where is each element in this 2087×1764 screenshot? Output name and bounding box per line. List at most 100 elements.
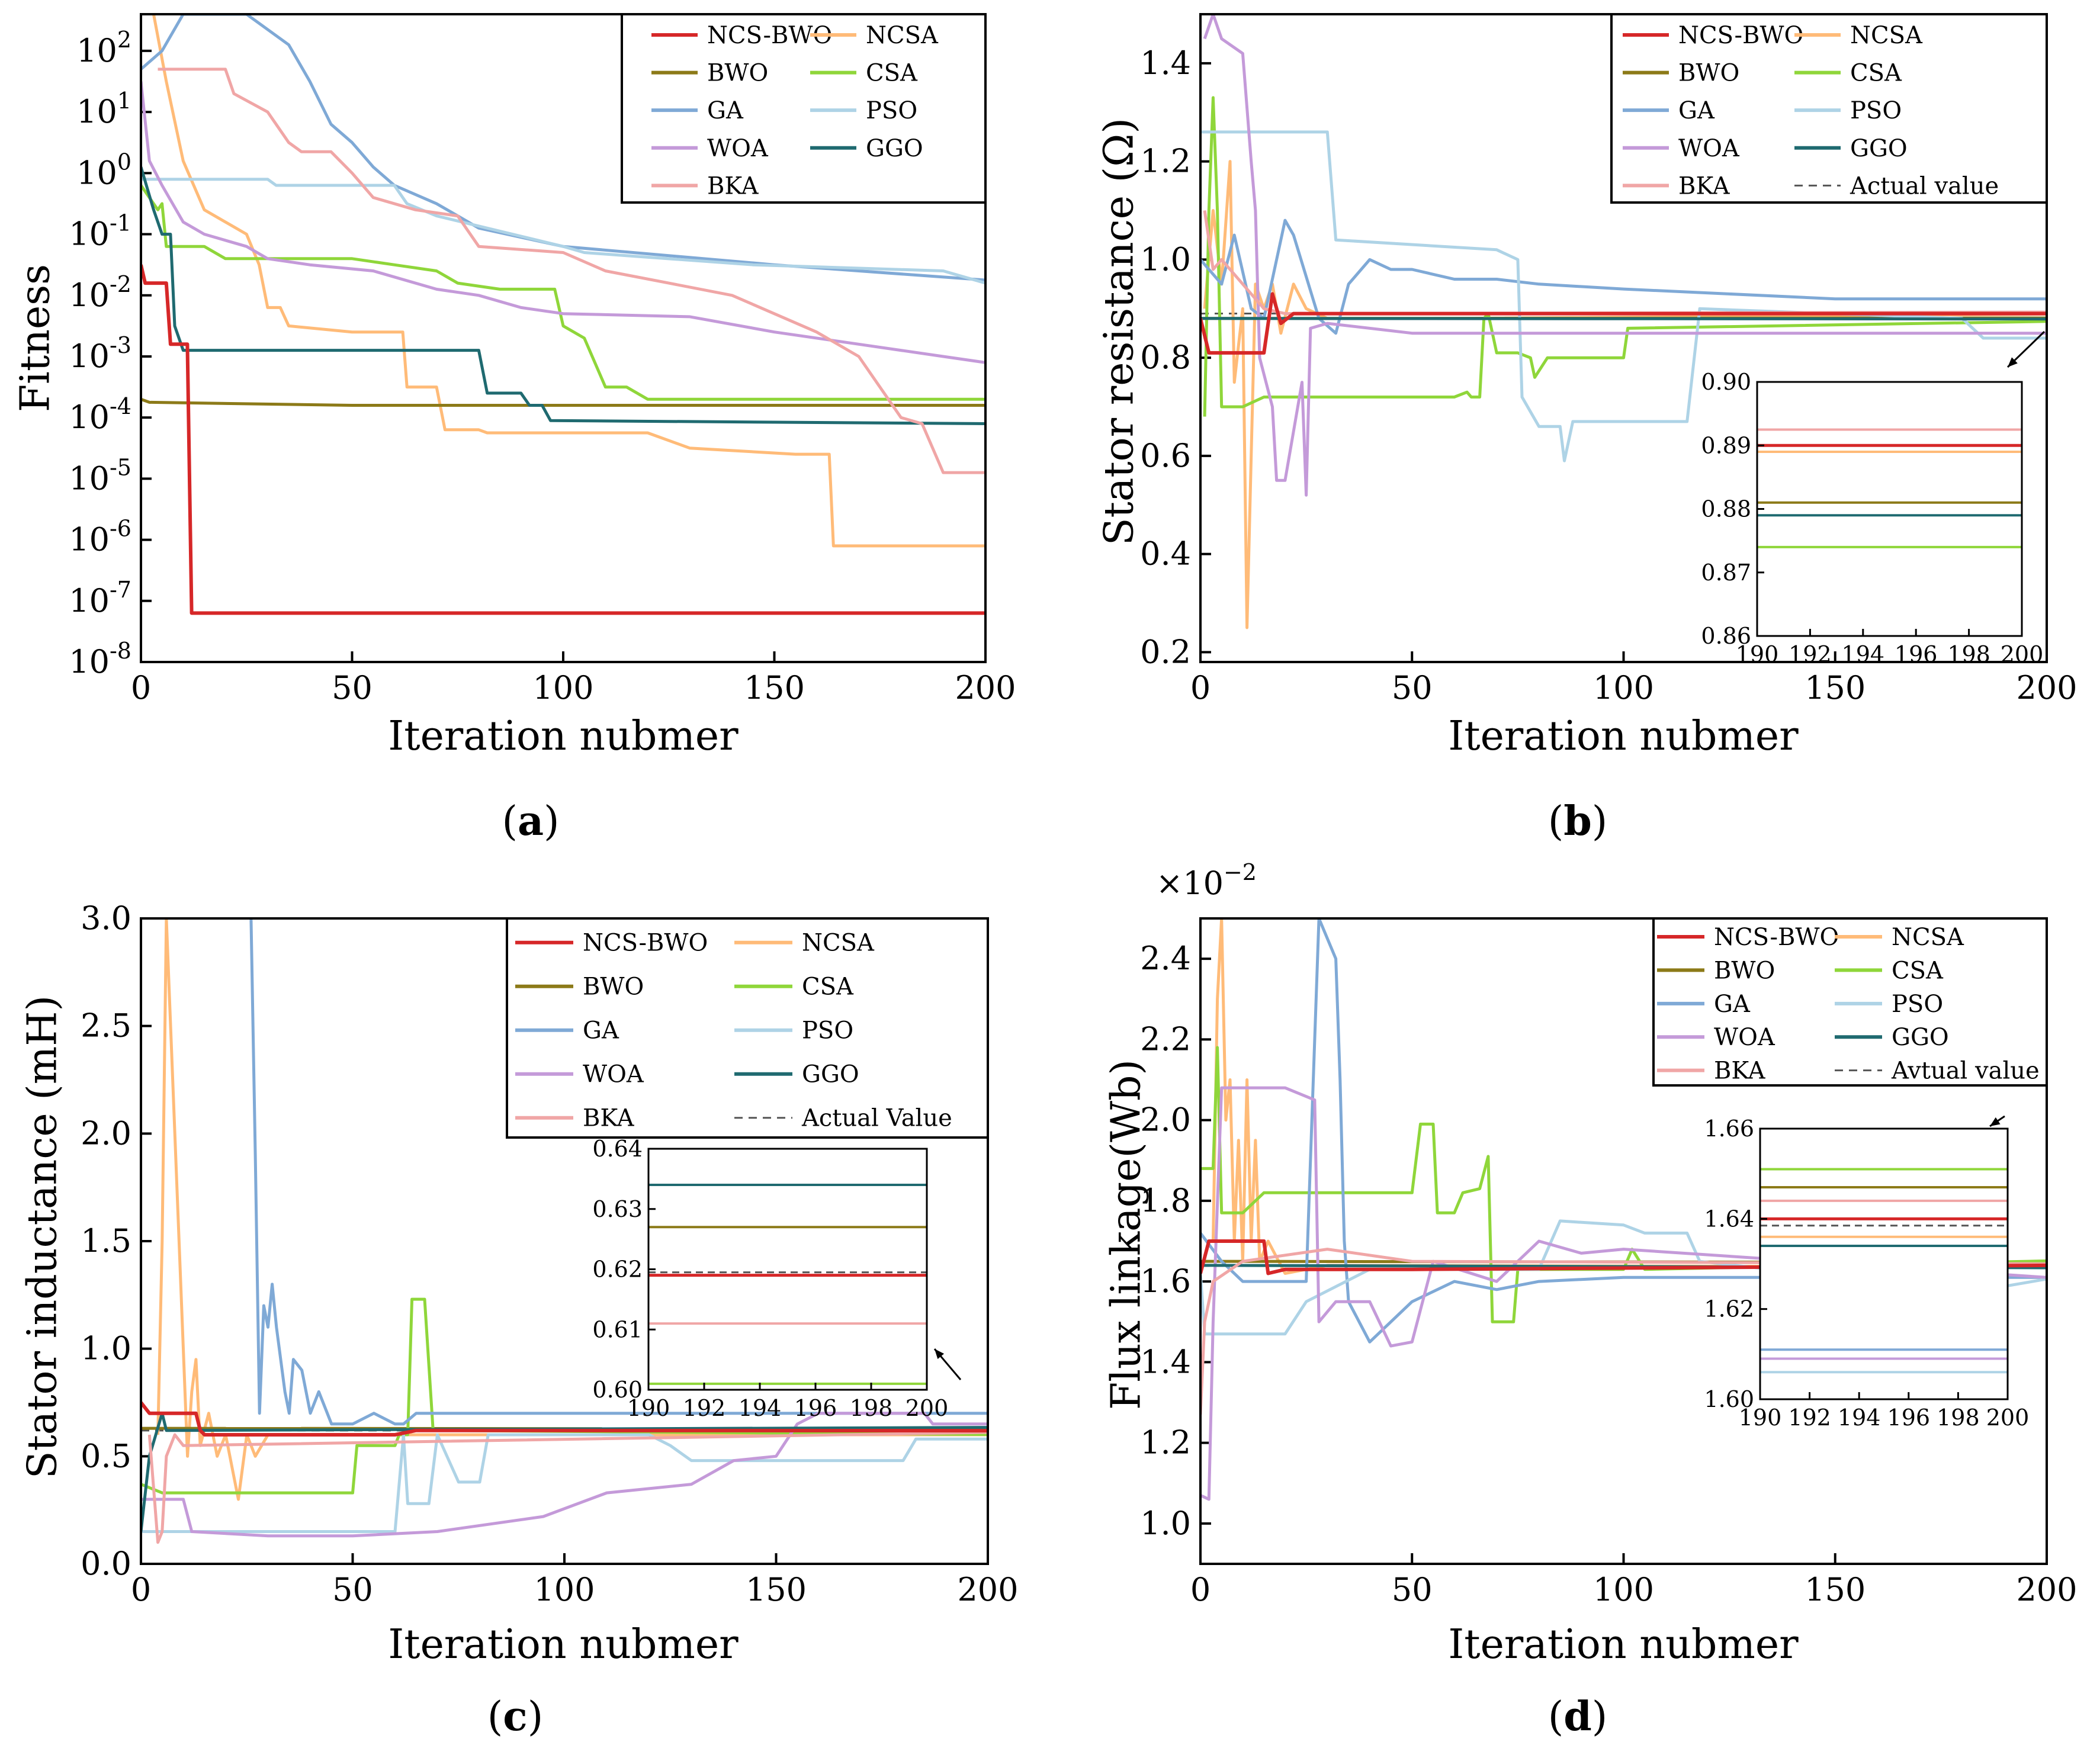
x-tick-label: 50 <box>332 1571 373 1608</box>
panel-c: 0 50 100 150 200 0.0 0.5 1.0 1.5 2.0 2.5 3.0 NCS-BWO… <box>20 899 1019 1740</box>
inset-y-tick-label: 0.64 <box>592 1136 643 1162</box>
y-tick-label: 1.0 <box>81 1330 131 1367</box>
series-line-pso <box>141 178 985 285</box>
series-line-ncs-bwo <box>1200 1239 2047 1275</box>
y-tick-label: 0.4 <box>1140 535 1191 573</box>
inset-x-tick-label: 190 <box>1739 1405 1782 1431</box>
series-line-bka <box>147 1431 988 1544</box>
x-tick-label: 150 <box>746 1571 807 1608</box>
panel-label: (a) <box>502 798 559 845</box>
x-tick-label: 200 <box>2016 1571 2077 1608</box>
legend-label: BKA <box>1714 1058 1766 1085</box>
x-tick-label: 0 <box>1190 669 1211 706</box>
legend-label: GA <box>1714 991 1751 1018</box>
series-line-ncs-bwo <box>141 264 985 615</box>
inset-x-tick-label: 200 <box>906 1395 949 1421</box>
y-tick-label: 3.0 <box>81 899 131 937</box>
plot-frame <box>140 13 987 663</box>
series-line-pso <box>141 1433 988 1533</box>
legend-label: Actual value <box>1850 172 1999 200</box>
legend-label: GA <box>583 1017 619 1045</box>
inset-y-tick-label: 0.89 <box>1701 432 1751 458</box>
y-tick-label: 1.8 <box>1140 1182 1191 1219</box>
inset-y-tick-label: 0.63 <box>592 1196 643 1222</box>
legend-label: PSO <box>802 1017 853 1045</box>
inset-y-tick-label: 1.66 <box>1704 1116 1754 1142</box>
y-tick-label: 1.2 <box>1140 1424 1191 1461</box>
legend-label: WOA <box>1714 1024 1775 1051</box>
y-tick-label: 10-5 <box>69 454 131 497</box>
x-tick-label: 100 <box>1593 669 1654 706</box>
legend-label: NCSA <box>802 930 875 957</box>
inset-background <box>1760 1129 2008 1399</box>
y-tick-label: 10-1 <box>69 210 131 253</box>
y-tick-label: 0.5 <box>81 1437 131 1474</box>
inset-b: 190 192 194 196 198 200 0.86 0.87 0.88 0.89 0.90 <box>1701 330 2046 667</box>
legend-label: PSO <box>1850 97 1902 124</box>
x-axis-label: Iteration nubmer <box>1448 1621 1799 1668</box>
plot-frame <box>1199 917 2048 1565</box>
legend-label: NCS-BWO <box>583 930 708 957</box>
legend-label: NCSA <box>1892 924 1964 951</box>
legend-label: BWO <box>707 60 768 87</box>
legend-label: NCS-BWO <box>1714 924 1839 951</box>
inset-y-tick-label: 1.62 <box>1704 1296 1754 1322</box>
x-tick-label: 150 <box>1805 1571 1866 1608</box>
series-line-bwo <box>141 397 985 407</box>
x-tick-label: 100 <box>532 669 593 706</box>
y-tick-label: 1.2 <box>1140 143 1191 180</box>
x-axis-label: Iteration nubmer <box>388 1621 739 1668</box>
y-tick-label: 2.0 <box>1140 1101 1191 1139</box>
series-line-bka <box>158 68 985 474</box>
inset-y-tick-label: 0.88 <box>1701 496 1751 522</box>
x-tick-label: 200 <box>957 1571 1018 1608</box>
legend-label: BWO <box>583 973 644 1001</box>
y-tick-label: 0.8 <box>1140 339 1191 376</box>
legend-label: BWO <box>1678 60 1739 87</box>
inset-x-tick-label: 194 <box>739 1395 782 1421</box>
series-line-ga <box>1200 219 2047 335</box>
series-line-bka <box>1203 210 2047 316</box>
x-tick-label: 150 <box>744 669 805 706</box>
axis-multiplier: ×10−2 <box>1156 859 1257 902</box>
x-tick-label: 200 <box>2016 669 2077 706</box>
inset-y-tick-label: 0.60 <box>592 1377 643 1403</box>
inset-y-tick-label: 1.64 <box>1704 1206 1754 1232</box>
x-tick-label: 0 <box>1190 1571 1211 1608</box>
inset-x-tick-label: 192 <box>1788 1405 1831 1431</box>
y-axis-label: Stator inductance (mH) <box>20 995 66 1479</box>
inset-x-tick-label: 200 <box>2001 641 2044 667</box>
inset-arrow-head <box>935 1349 945 1360</box>
legend-label: Avtual value <box>1891 1058 2040 1085</box>
series-line-ga <box>1200 918 2047 1344</box>
legend-label: GGO <box>1850 135 1908 162</box>
legend-label: GGO <box>802 1061 859 1088</box>
x-tick-label: 50 <box>1392 669 1433 706</box>
panel-a: 0 50 100 150 200 102 101 100 10-1 10-2 10-3 10-4 10-… <box>12 13 1016 845</box>
legend-label: WOA <box>1678 135 1740 162</box>
legend-label: CSA <box>1850 60 1902 87</box>
legend-box <box>1610 13 2048 204</box>
y-tick-label: 0.2 <box>1140 633 1191 670</box>
inset-arrow-head <box>2008 357 2018 367</box>
legend-label: NCSA <box>866 22 939 49</box>
legend-label: BKA <box>583 1105 635 1132</box>
inset-x-tick-label: 198 <box>1937 1405 1980 1431</box>
panel-b: 0 50 100 150 200 0.2 0.4 0.6 0.8 1.0 1.2 1.4 NCS-BWO… <box>1096 13 2078 845</box>
inset-x-tick-label: 190 <box>627 1395 670 1421</box>
inset-y-tick-label: 1.60 <box>1704 1386 1754 1412</box>
inset-x-tick-label: 198 <box>850 1395 893 1421</box>
y-axis-label: Flux linkage(Wb) <box>1103 1059 1150 1410</box>
inset-c: 190 192 194 196 198 200 0.60 0.61 0.62 0.63 0.64 <box>592 1136 962 1421</box>
x-tick-label: 0 <box>131 1571 151 1608</box>
y-tick-label: 10-4 <box>69 393 131 436</box>
legend-box <box>621 13 987 204</box>
inset-x-tick-label: 192 <box>683 1395 726 1421</box>
series-line-woa <box>1200 1086 2047 1501</box>
series-line-woa <box>1203 14 2047 497</box>
legend-label: Actual Value <box>801 1105 952 1132</box>
series-line-ncs-bwo <box>141 1401 988 1437</box>
panel-label: (d) <box>1548 1693 1608 1740</box>
y-tick-label: 10-8 <box>69 638 131 680</box>
